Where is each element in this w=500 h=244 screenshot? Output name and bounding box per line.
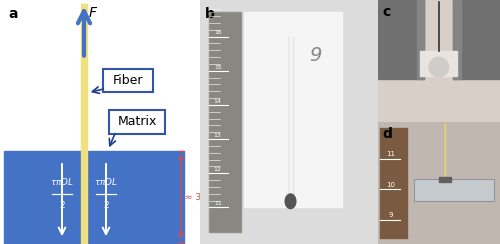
- Text: 12: 12: [214, 167, 222, 172]
- Text: a: a: [8, 7, 18, 21]
- Bar: [416, 0, 424, 79]
- FancyBboxPatch shape: [103, 69, 153, 92]
- Text: Fiber: Fiber: [113, 74, 144, 87]
- Text: Matrix: Matrix: [118, 115, 156, 129]
- Text: $2$: $2$: [102, 199, 110, 211]
- Bar: [244, 12, 342, 207]
- Bar: [414, 179, 494, 201]
- Text: 15: 15: [214, 65, 222, 70]
- Circle shape: [429, 57, 448, 77]
- Text: 14: 14: [214, 99, 222, 104]
- Text: 10: 10: [386, 182, 396, 188]
- Text: d: d: [382, 127, 392, 141]
- Bar: [209, 12, 241, 232]
- Bar: [454, 0, 461, 79]
- Bar: [414, 179, 494, 201]
- FancyBboxPatch shape: [109, 110, 165, 133]
- Bar: [209, 12, 241, 232]
- Text: b: b: [206, 7, 215, 21]
- Text: 9: 9: [309, 46, 322, 65]
- Text: 11: 11: [214, 201, 222, 206]
- Text: $2$: $2$: [58, 199, 66, 211]
- Circle shape: [285, 194, 296, 209]
- Text: 13: 13: [214, 133, 222, 138]
- Text: F: F: [89, 6, 97, 20]
- Text: c: c: [382, 5, 390, 19]
- Bar: [420, 51, 457, 76]
- Bar: [81, 4, 87, 244]
- Text: 11: 11: [386, 151, 396, 157]
- Bar: [454, 0, 500, 79]
- Bar: [4, 151, 184, 244]
- Text: $\tau\pi DL$: $\tau\pi DL$: [94, 176, 118, 187]
- Bar: [378, 0, 424, 79]
- Text: ≈ 3 mm: ≈ 3 mm: [185, 193, 222, 202]
- Text: $\tau\pi DL$: $\tau\pi DL$: [50, 176, 74, 187]
- Bar: [439, 177, 451, 182]
- Bar: [380, 128, 407, 238]
- Text: 16: 16: [214, 30, 222, 35]
- Text: 9: 9: [388, 212, 393, 218]
